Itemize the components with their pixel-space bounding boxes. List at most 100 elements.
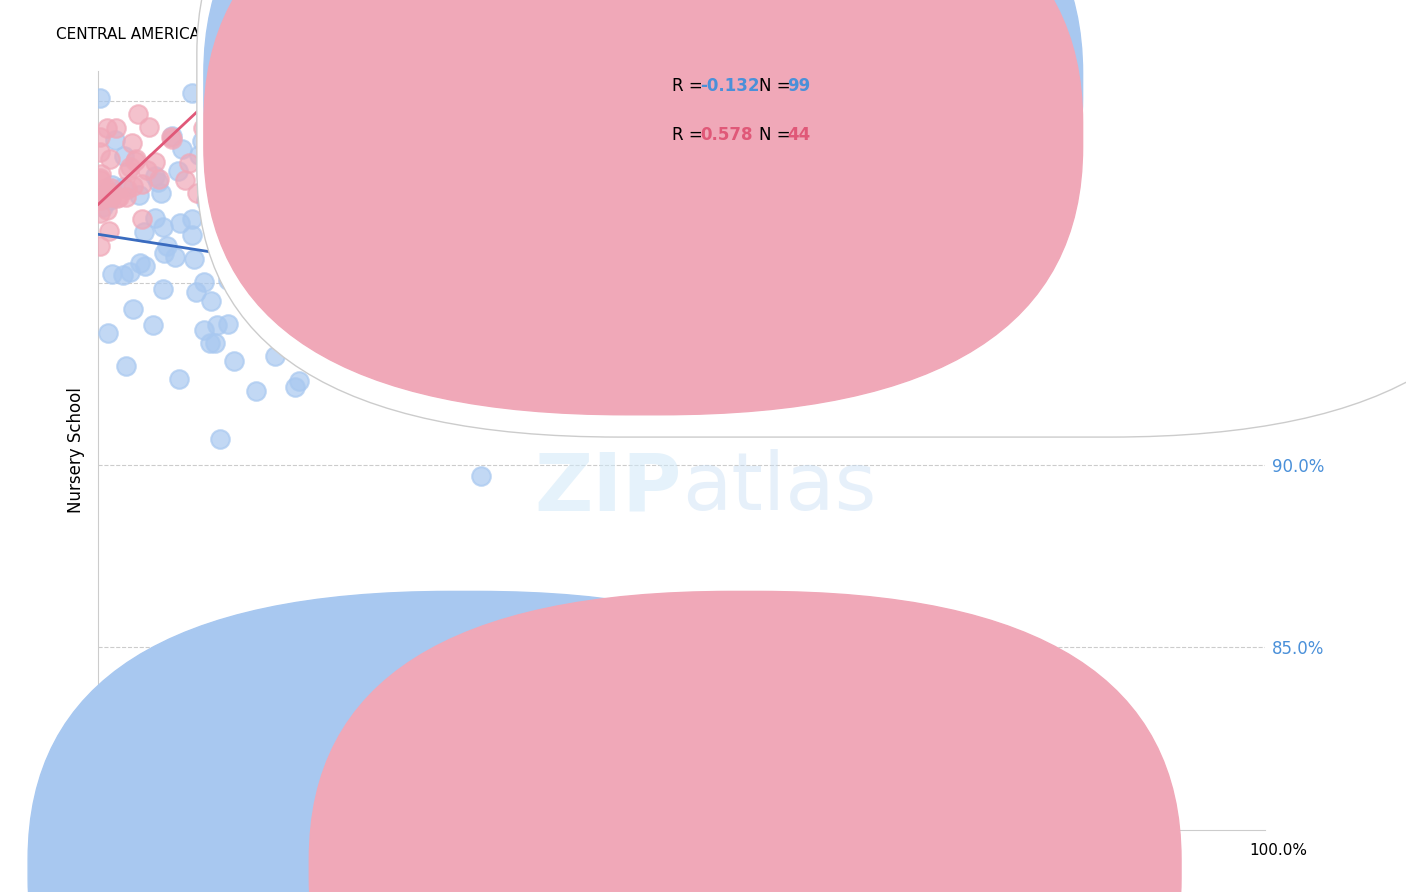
Point: [172, 142, 194, 156]
Text: N =: N =: [759, 126, 796, 144]
Point: [195, 192, 218, 206]
Point: [118, 160, 141, 174]
Point: [295, 289, 318, 303]
Point: [418, 148, 440, 162]
Point: [97, 326, 120, 341]
Point: [124, 154, 146, 169]
Text: R =: R =: [672, 126, 709, 144]
Point: [153, 245, 176, 260]
Point: [122, 301, 145, 316]
Point: [120, 265, 142, 279]
Point: [127, 107, 149, 121]
Point: [100, 181, 122, 195]
Point: [312, 297, 335, 311]
Point: [406, 320, 429, 334]
Point: [309, 275, 332, 289]
Point: [555, 392, 578, 406]
Point: [174, 172, 197, 186]
Point: [138, 120, 160, 134]
Point: [115, 359, 138, 373]
Text: Source: ZipAtlas.com: Source: ZipAtlas.com: [1202, 27, 1350, 41]
Point: [105, 121, 128, 136]
Text: atlas: atlas: [682, 450, 876, 527]
Point: [117, 164, 139, 178]
Point: [101, 187, 124, 202]
Point: [274, 176, 297, 190]
Point: [129, 255, 152, 269]
Text: 0.578: 0.578: [700, 126, 752, 144]
Point: [100, 178, 122, 192]
Point: [217, 262, 239, 277]
Point: [612, 272, 634, 286]
Point: [121, 136, 143, 150]
Point: [595, 300, 617, 314]
Point: [111, 180, 134, 194]
Point: [149, 186, 172, 201]
Point: [195, 115, 218, 129]
Point: [94, 181, 117, 195]
Point: [97, 186, 120, 201]
Text: -0.132: -0.132: [700, 77, 759, 95]
Point: [198, 200, 221, 214]
Point: [143, 211, 166, 225]
Point: [200, 293, 222, 308]
Point: [97, 224, 120, 238]
Point: [98, 186, 121, 201]
Point: [169, 372, 191, 386]
Point: [96, 120, 118, 135]
Point: [184, 285, 207, 300]
Point: [89, 130, 111, 145]
Point: [673, 247, 696, 261]
Text: 99: 99: [787, 77, 811, 95]
Point: [508, 381, 530, 395]
Point: [152, 282, 174, 296]
Point: [89, 170, 111, 185]
Point: [160, 132, 183, 146]
Point: [373, 319, 395, 334]
Point: [142, 318, 165, 333]
Point: [134, 225, 156, 239]
Text: N =: N =: [759, 77, 796, 95]
Point: [143, 155, 166, 169]
Point: [100, 189, 122, 203]
Point: [122, 179, 145, 194]
Point: [183, 252, 205, 266]
Point: [89, 206, 111, 220]
Point: [330, 368, 353, 383]
Point: [245, 384, 267, 398]
Point: [117, 182, 139, 196]
Point: [148, 171, 170, 186]
Point: [89, 145, 111, 159]
Point: [366, 311, 388, 326]
Point: [281, 191, 304, 205]
Point: [323, 334, 346, 349]
Text: CENTRAL AMERICAN VS IMMIGRANTS FROM NORTHERN AFRICA NURSERY SCHOOL CORRELATION C: CENTRAL AMERICAN VS IMMIGRANTS FROM NORT…: [56, 27, 855, 42]
Point: [112, 149, 135, 163]
Point: [208, 432, 231, 446]
Point: [236, 91, 259, 105]
Point: [188, 147, 211, 161]
Point: [209, 176, 232, 190]
Point: [107, 191, 129, 205]
Point: [167, 164, 190, 178]
Point: [96, 190, 118, 204]
Point: [217, 318, 239, 332]
Y-axis label: Nursery School: Nursery School: [66, 387, 84, 514]
Point: [205, 318, 228, 333]
Point: [128, 188, 150, 202]
Point: [98, 153, 121, 167]
Text: 100.0%: 100.0%: [1250, 843, 1308, 858]
Point: [263, 349, 285, 363]
Point: [91, 200, 114, 214]
Point: [193, 121, 215, 136]
Point: [136, 163, 159, 178]
Point: [508, 349, 530, 363]
Point: [366, 244, 388, 258]
Point: [247, 208, 270, 222]
Point: [349, 208, 371, 222]
Point: [134, 259, 156, 273]
Point: [470, 468, 492, 483]
Point: [131, 178, 153, 192]
Point: [160, 129, 183, 144]
Point: [308, 277, 330, 292]
